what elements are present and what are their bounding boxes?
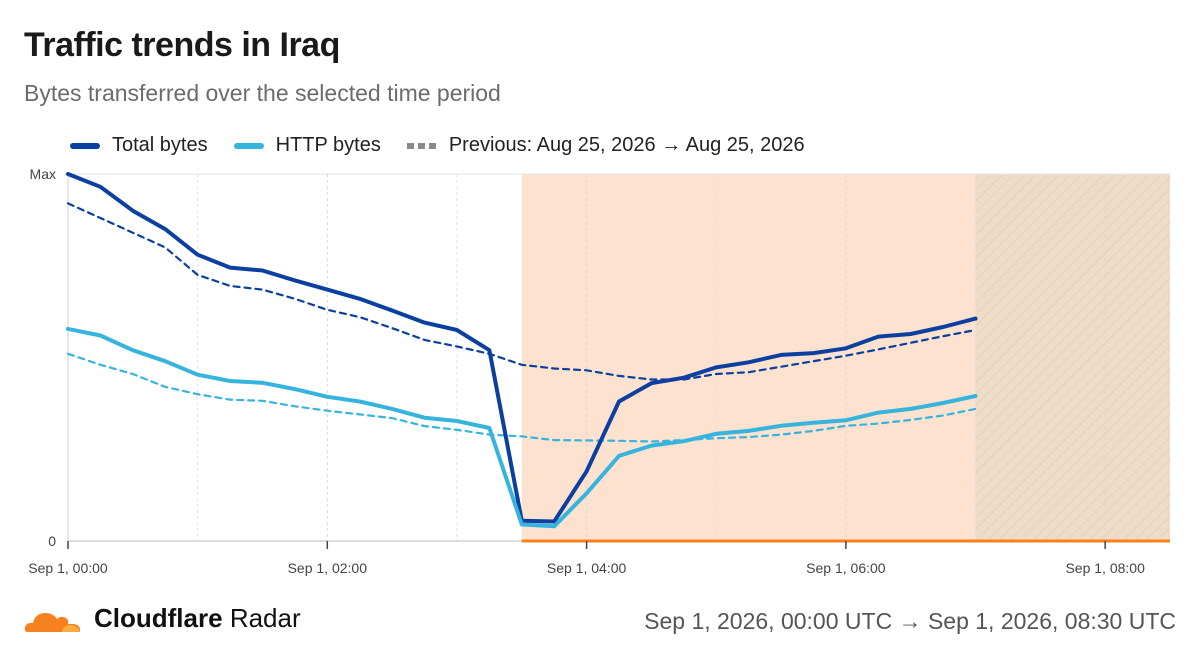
brand-name: Cloudflare Radar (94, 603, 301, 634)
legend-swatch-total-bytes (70, 142, 100, 149)
y-tick-label: 0 (48, 533, 56, 549)
brand-name-bold: Cloudflare (94, 603, 223, 633)
legend-item-previous[interactable]: Previous: Aug 25, 2026 → Aug 25, 2026 (406, 134, 805, 157)
x-tick-label: Sep 1, 00:00 (28, 560, 108, 576)
x-tick-label: Sep 1, 06:00 (806, 560, 886, 576)
cloudflare-cloud-icon (24, 612, 80, 632)
y-tick-label: Max (30, 166, 56, 182)
brand-name-rest: Radar (229, 603, 301, 633)
highlight-band (521, 174, 976, 541)
series-line-http (66, 326, 978, 529)
x-tick-label: Sep 1, 08:00 (1065, 560, 1145, 576)
traffic-line-chart: Sep 1, 00:00 Sep 1, 02:00 Sep 1, 04:00 Sep … (28, 166, 1170, 576)
chart-title: Traffic trends in Iraq (24, 26, 340, 64)
x-tick-label: Sep 1, 02:00 (288, 560, 368, 576)
series-line-http-prev (66, 352, 977, 443)
series-line-total-prev (66, 202, 977, 381)
legend-swatch-previous (406, 142, 437, 149)
legend-label-http-bytes: HTTP bytes (275, 134, 381, 156)
time-range-label: Sep 1, 2026, 00:00 UTC → Sep 1, 2026, 08… (644, 608, 1176, 634)
legend-label-total-bytes: Total bytes (112, 134, 208, 156)
chart-subtitle: Bytes transferred over the selected time… (24, 80, 501, 106)
legend-label-previous: Previous: Aug 25, 2026 → Aug 25, 2026 (448, 134, 805, 156)
x-tick-label: Sep 1, 04:00 (547, 560, 627, 576)
legend-item-total-bytes[interactable]: Total bytes (70, 134, 208, 157)
chart-legend: Total bytes HTTP bytes Previous: Aug 25,… (70, 134, 831, 157)
cloudflare-radar-brand: Cloudflare Radar (22, 603, 301, 634)
legend-swatch-http-bytes (233, 142, 264, 149)
legend-item-http-bytes[interactable]: HTTP bytes (233, 134, 381, 157)
incomplete-band-hatch (975, 174, 1170, 541)
